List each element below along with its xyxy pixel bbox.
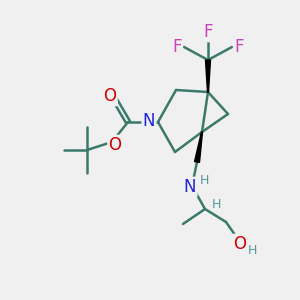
Text: N: N	[143, 112, 155, 130]
Text: O: O	[233, 235, 247, 253]
Text: O: O	[103, 87, 116, 105]
Polygon shape	[206, 60, 211, 92]
Polygon shape	[194, 132, 202, 162]
Text: H: H	[247, 244, 257, 257]
Text: F: F	[203, 23, 213, 41]
Text: N: N	[184, 178, 196, 196]
Text: F: F	[172, 38, 182, 56]
Text: H: H	[211, 197, 221, 211]
Text: H: H	[199, 175, 209, 188]
Text: F: F	[234, 38, 244, 56]
Text: O: O	[109, 136, 122, 154]
